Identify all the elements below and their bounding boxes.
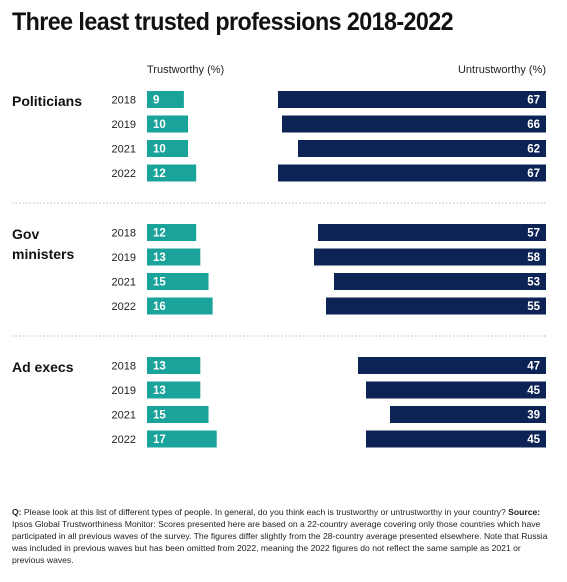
untrust-data-label: 58 <box>527 252 540 264</box>
trust-bar <box>147 357 201 374</box>
year-tick-label: 2022 <box>112 168 136 180</box>
year-tick-label: 2019 <box>112 385 136 397</box>
untrust-data-label: 57 <box>527 228 540 240</box>
untrust-bar <box>278 91 546 108</box>
untrust-bar <box>390 406 546 423</box>
untrust-data-label: 53 <box>527 277 540 289</box>
untrust-data-label: 67 <box>527 95 540 107</box>
untrust-data-label: 39 <box>527 410 540 422</box>
group-label: ministers <box>12 246 74 262</box>
untrust-data-label: 47 <box>527 361 540 373</box>
trust-data-label: 13 <box>153 385 166 397</box>
trust-data-label: 13 <box>153 252 166 264</box>
untrust-bar <box>314 248 546 266</box>
untrust-bar <box>282 115 546 133</box>
trust-bar <box>147 91 184 108</box>
footnote-question: Please look at this list of different ty… <box>21 507 509 517</box>
trust-bar <box>147 430 217 448</box>
year-tick-label: 2019 <box>112 252 136 264</box>
trust-bar <box>147 297 213 315</box>
trust-data-label: 15 <box>153 277 166 289</box>
untrust-bar <box>358 357 546 374</box>
trust-bar <box>147 140 188 157</box>
untrust-bar <box>366 381 546 399</box>
trust-data-label: 10 <box>153 119 166 131</box>
trust-data-label: 16 <box>153 301 166 313</box>
trust-bar <box>147 224 197 241</box>
group-label: Gov <box>12 226 39 242</box>
trust-data-label: 15 <box>153 410 166 422</box>
group-label: Politicians <box>12 93 82 109</box>
footnote-q-label: Q: <box>12 507 22 517</box>
trust-bar-chart: Politicians 2018 9 67 2019 10 66 2021 10 62 2022 12… <box>12 91 546 448</box>
trust-data-label: 10 <box>153 144 166 156</box>
untrust-bar <box>278 164 546 182</box>
untrust-data-label: 55 <box>527 301 540 313</box>
untrust-data-label: 45 <box>527 385 540 397</box>
untrust-data-label: 45 <box>527 434 540 446</box>
footnote-source: Ipsos Global Trustworthiness Monitor: Sc… <box>12 519 548 565</box>
untrust-bar <box>334 273 546 290</box>
untrust-data-label: 66 <box>527 119 540 131</box>
footnote-source-label: Source: <box>508 507 541 517</box>
trust-bar <box>147 164 197 182</box>
year-tick-label: 2018 <box>112 361 136 373</box>
year-tick-label: 2018 <box>112 95 136 107</box>
untrust-bar <box>298 140 546 157</box>
untrustworthy-column-header: Untrustworthy (%) <box>457 64 546 76</box>
trust-bar <box>147 273 209 290</box>
trust-bar <box>147 381 201 399</box>
trust-bar <box>147 248 201 266</box>
year-tick-label: 2021 <box>112 410 136 422</box>
untrust-data-label: 67 <box>527 168 540 180</box>
trust-data-label: 9 <box>153 95 159 107</box>
trust-bar <box>147 115 188 133</box>
year-tick-label: 2018 <box>112 228 136 240</box>
trustworthy-column-header: Trustworthy (%) <box>147 64 225 76</box>
year-tick-label: 2019 <box>112 119 136 131</box>
year-tick-label: 2021 <box>112 277 136 289</box>
trust-data-label: 12 <box>153 228 166 240</box>
year-tick-label: 2022 <box>112 434 136 446</box>
untrust-data-label: 62 <box>527 144 540 156</box>
trust-data-label: 13 <box>153 361 166 373</box>
year-tick-label: 2021 <box>112 144 136 156</box>
year-tick-label: 2022 <box>112 301 136 313</box>
trust-data-label: 12 <box>153 168 166 180</box>
group-label: Ad execs <box>12 359 74 375</box>
trust-data-label: 17 <box>153 434 166 446</box>
footnote: Q: Please look at this list of different… <box>12 506 552 566</box>
untrust-bar <box>366 430 546 448</box>
trust-bar <box>147 406 209 423</box>
chart-title: Three least trusted professions 2018-202… <box>12 8 454 36</box>
untrust-bar <box>318 224 546 241</box>
untrust-bar <box>326 297 546 315</box>
